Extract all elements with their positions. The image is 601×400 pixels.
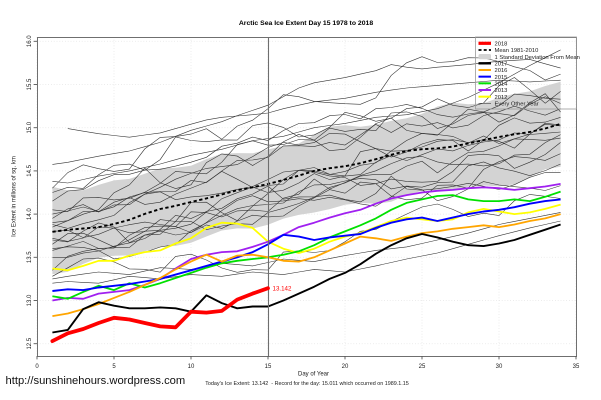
svg-text:2015: 2015: [495, 75, 508, 81]
svg-text:15.5: 15.5: [27, 78, 33, 90]
svg-text:25: 25: [419, 364, 426, 370]
svg-text:20: 20: [342, 364, 349, 370]
svg-text:2014: 2014: [495, 82, 509, 88]
svg-text:14.0: 14.0: [27, 208, 33, 220]
svg-text:13.142: 13.142: [273, 285, 292, 292]
svg-text:Day of Year: Day of Year: [298, 372, 329, 378]
svg-text:13.0: 13.0: [27, 294, 33, 306]
svg-text:Today's Ice Extent: 13.142 -: Today's Ice Extent: 13.142 - Record for …: [205, 381, 409, 387]
svg-text:Mean 1981-2010: Mean 1981-2010: [495, 48, 539, 54]
svg-text:http://sunshinehours.wordpress: http://sunshinehours.wordpress.com: [6, 375, 186, 387]
svg-text:15: 15: [265, 364, 272, 370]
svg-text:Ice Extent in millions of sq.: Ice Extent in millions of sq. km: [12, 156, 18, 237]
svg-text:Every Other Year: Every Other Year: [495, 102, 539, 108]
svg-text:2018: 2018: [495, 42, 508, 48]
svg-text:2017: 2017: [495, 62, 508, 68]
svg-text:15.0: 15.0: [27, 121, 33, 133]
svg-text:14.5: 14.5: [27, 164, 33, 176]
svg-text:2013: 2013: [495, 88, 508, 94]
svg-text:2016: 2016: [495, 68, 508, 74]
svg-text:1 Standard Deviation From Mean: 1 Standard Deviation From Mean: [495, 55, 580, 61]
svg-text:12.5: 12.5: [27, 337, 33, 349]
svg-text:10: 10: [188, 364, 195, 370]
svg-text:2012: 2012: [495, 95, 508, 101]
svg-text:13.5: 13.5: [27, 251, 33, 263]
svg-text:16.0: 16.0: [27, 35, 33, 47]
svg-text:Arctic Sea Ice Extent Day 15 1: Arctic Sea Ice Extent Day 15 1978 to 201…: [239, 20, 373, 27]
svg-text:0: 0: [35, 364, 39, 370]
svg-text:35: 35: [573, 364, 580, 370]
svg-text:5: 5: [112, 364, 116, 370]
svg-text:30: 30: [496, 364, 503, 370]
